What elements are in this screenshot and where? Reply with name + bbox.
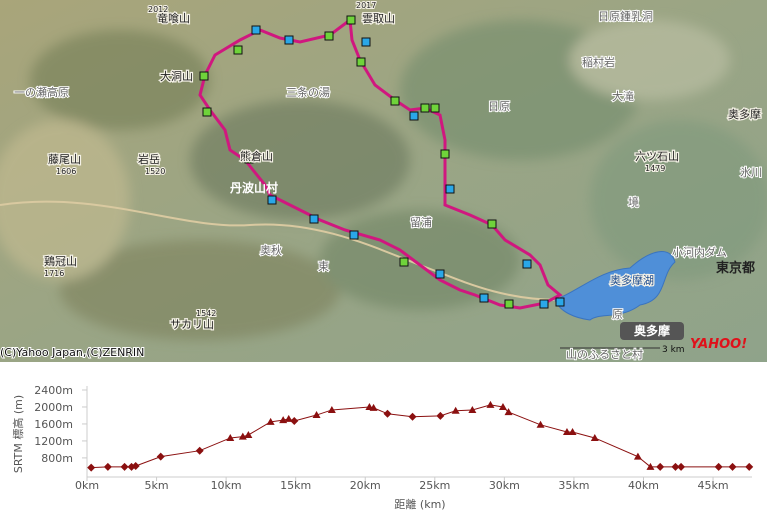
data-point xyxy=(103,462,112,471)
x-tick-label: 15km xyxy=(280,479,311,492)
y-tick-label: 2000m xyxy=(34,401,73,414)
data-point xyxy=(633,452,642,460)
x-tick-label: 45km xyxy=(697,479,728,492)
map-label: 大滝 xyxy=(612,89,634,103)
map-label: 三条の湯 xyxy=(286,85,330,99)
data-point xyxy=(590,433,599,441)
y-tick-label: 2400m xyxy=(34,384,73,397)
station-label: 奥多摩 xyxy=(634,323,670,338)
y-axis-title: SRTM 標高 (m) xyxy=(11,395,25,473)
map-label: 雲取山 xyxy=(362,12,395,25)
map-label: 日原鍾乳洞 xyxy=(598,9,653,23)
data-point xyxy=(451,406,460,414)
map-label: 一の瀬高原 xyxy=(14,85,69,99)
map-label: 1716 xyxy=(44,269,64,278)
data-point xyxy=(226,433,235,441)
terrain-shading xyxy=(0,20,767,340)
data-point xyxy=(131,461,140,470)
lake xyxy=(554,251,676,321)
map-label: 藤尾山 xyxy=(48,153,81,166)
map-label: サカリ山 xyxy=(170,318,214,331)
data-point xyxy=(677,462,686,471)
data-point xyxy=(312,411,321,419)
waypoints xyxy=(199,15,565,309)
map-label: 1542 xyxy=(196,309,216,318)
data-point xyxy=(498,402,507,410)
data-point xyxy=(383,409,392,418)
data-point xyxy=(646,462,655,470)
x-axis-title: 距離 (km) xyxy=(394,497,445,511)
data-point xyxy=(728,462,737,471)
map-label: 竜喰山 xyxy=(157,11,190,25)
x-tick-label: 5km xyxy=(145,479,169,492)
map-label: 東京都 xyxy=(716,260,755,276)
copyright: (C)Yahoo Japan,(C)ZENRIN xyxy=(0,346,144,359)
map-label: 奥秋 xyxy=(260,243,282,257)
data-point xyxy=(504,408,513,416)
data-point xyxy=(671,462,680,471)
data-point xyxy=(568,428,577,436)
data-point xyxy=(369,403,378,411)
map-label: 稲村岩 xyxy=(582,55,615,69)
map-label: 岩岳 xyxy=(138,152,160,166)
x-tick-label: 25km xyxy=(419,479,450,492)
map[interactable]: 竜喰山 2012 雲取山 2017 日原鍾乳洞 稲村岩 大洞山 一の瀬高原 三条… xyxy=(0,0,767,362)
logo: YAHOO! xyxy=(690,337,747,352)
y-tick-label: 1600m xyxy=(34,418,73,431)
map-label: 留浦 xyxy=(410,216,432,229)
data-point xyxy=(156,452,165,461)
data-point xyxy=(536,420,545,428)
data-point xyxy=(745,462,754,471)
map-label: 1520 xyxy=(145,167,165,176)
data-point xyxy=(656,462,665,471)
map-label: 1479 xyxy=(645,164,665,173)
map-label: 日原 xyxy=(488,100,510,113)
map-label: 鶏冠山 xyxy=(44,254,77,268)
x-tick-label: 40km xyxy=(628,479,659,492)
data-point xyxy=(284,414,293,422)
y-tick-label: 800m xyxy=(41,452,73,465)
data-point xyxy=(244,430,253,438)
map-label: 六ツ石山 xyxy=(635,150,679,163)
data-point xyxy=(266,417,275,425)
route xyxy=(198,18,563,310)
station-badge xyxy=(620,322,684,340)
map-label: 熊倉山 xyxy=(240,149,273,163)
y-tick-label: 1200m xyxy=(34,435,73,448)
x-tick-label: 30km xyxy=(489,479,520,492)
map-label: 東 xyxy=(318,260,329,273)
map-label: 奥多摩 xyxy=(728,107,761,121)
data-point xyxy=(290,416,299,425)
x-tick-label: 10km xyxy=(211,479,242,492)
data-point xyxy=(195,446,204,455)
scale-label: 3 km xyxy=(662,345,685,355)
x-tick-label: 0km xyxy=(75,479,99,492)
map-label: 2017 xyxy=(356,1,376,10)
map-label: 原 xyxy=(612,308,623,321)
elevation-line xyxy=(91,404,750,469)
map-label: 丹波山村 xyxy=(230,180,278,195)
map-label: 大洞山 xyxy=(160,69,193,83)
data-point xyxy=(327,405,336,413)
map-label: 1606 xyxy=(56,167,76,176)
map-label: 奥多摩湖 xyxy=(610,273,654,287)
data-point xyxy=(468,405,477,413)
data-point xyxy=(408,412,417,421)
map-label: 氷川 xyxy=(740,166,762,179)
map-label: 小河内ダム xyxy=(672,245,727,259)
map-label: 境 xyxy=(628,195,639,209)
elevation-chart: SRTM 標高 (m) 距離 (km) 800m 1200m 1600m 2000m 2… xyxy=(11,384,754,511)
map-label: 2012 xyxy=(148,5,168,14)
data-point xyxy=(714,462,723,471)
data-point xyxy=(436,411,445,420)
road xyxy=(0,200,561,301)
data-point xyxy=(120,462,129,471)
data-point xyxy=(562,428,571,436)
data-point xyxy=(87,463,96,472)
data-point xyxy=(486,400,495,408)
x-tick-label: 20km xyxy=(350,479,381,492)
x-tick-label: 35km xyxy=(558,479,589,492)
map-label: 山のふるさと村 xyxy=(566,347,643,361)
